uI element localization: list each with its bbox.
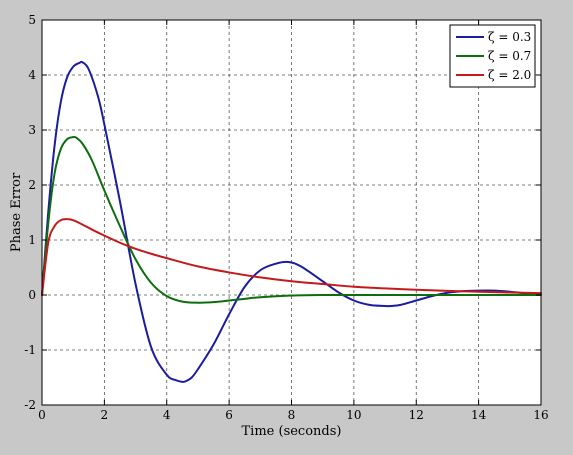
y-tick-label: 2	[28, 178, 36, 192]
y-tick-label: -1	[24, 343, 36, 357]
legend-label-1: ζ = 0.3	[488, 30, 531, 44]
y-axis-label: Phase Error	[9, 172, 24, 252]
y-tick-label: 1	[28, 233, 36, 247]
x-tick-label: 10	[346, 408, 361, 422]
x-tick-label: 12	[409, 408, 424, 422]
x-tick-label: 8	[288, 408, 296, 422]
x-tick-label: 0	[38, 408, 46, 422]
series-line-2	[41, 135, 542, 304]
y-tick-label: 5	[28, 13, 36, 27]
legend-label-2: ζ = 0.7	[488, 49, 531, 63]
x-tick-label: 2	[101, 408, 109, 422]
series-lines	[41, 60, 542, 383]
x-tick-label: 4	[163, 408, 171, 422]
series-line-3	[41, 218, 542, 296]
y-tick-label: -2	[24, 398, 36, 412]
y-tick-label: 0	[28, 288, 36, 302]
series-line-1	[41, 60, 542, 383]
x-axis-label: Time (seconds)	[242, 424, 342, 439]
x-tick-label: 6	[225, 408, 233, 422]
grid-lines	[42, 20, 541, 405]
legend: ζ = 0.3 ζ = 0.7 ζ = 2.0	[449, 24, 536, 88]
y-tick-label: 4	[28, 68, 36, 82]
legend-label-3: ζ = 2.0	[488, 68, 531, 82]
x-tick-label: 16	[533, 408, 548, 422]
x-tick-label: 14	[471, 408, 487, 422]
y-tick-label: 3	[28, 123, 36, 137]
